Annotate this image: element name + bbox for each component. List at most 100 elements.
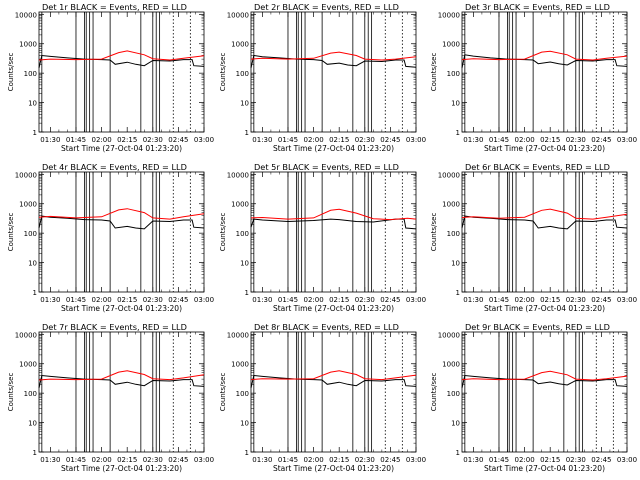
x-tick-label: 03:00 xyxy=(406,296,426,304)
x-tick-label: 01:45 xyxy=(66,136,86,144)
events-series-line xyxy=(250,374,417,389)
y-tick-label: 1000 xyxy=(231,41,249,49)
x-tick-label: 02:45 xyxy=(591,296,611,304)
x-tick-label: 02:15 xyxy=(540,456,560,464)
y-tick-label: 10000 xyxy=(227,11,249,19)
x-tick-label: 03:00 xyxy=(617,296,637,304)
y-axis-label: Counts/sec xyxy=(219,373,227,412)
x-tick-label: 02:00 xyxy=(91,296,111,304)
lld-series-line xyxy=(38,50,205,61)
x-tick-label: 03:00 xyxy=(406,136,426,144)
x-tick-label: 01:45 xyxy=(66,456,86,464)
y-tick-label: 10 xyxy=(240,420,249,428)
lld-series-line xyxy=(461,50,628,61)
y-tick-label: 10000 xyxy=(15,11,37,19)
y-tick-label: 10 xyxy=(28,420,37,428)
plot-frame xyxy=(250,11,417,133)
x-tick-label: 02:15 xyxy=(117,296,137,304)
x-tick-label: 02:00 xyxy=(514,136,534,144)
x-tick-label: 02:45 xyxy=(380,296,400,304)
y-tick-label: 1 xyxy=(33,129,37,137)
lld-series-line xyxy=(38,370,205,381)
y-tick-label: 10 xyxy=(451,100,460,108)
plot-frame xyxy=(38,11,205,133)
y-tick-label: 100 xyxy=(24,230,37,238)
x-tick-label: 02:30 xyxy=(566,136,586,144)
events-series-line xyxy=(38,215,205,230)
y-tick-label: 10000 xyxy=(15,331,37,339)
x-axis-label: Start Time (27-Oct-04 01:23:20) xyxy=(484,304,605,313)
x-tick-label: 02:15 xyxy=(540,136,560,144)
events-series-line xyxy=(461,54,628,69)
y-axis-label: Counts/sec xyxy=(430,373,438,412)
panel-title: Det 5r BLACK = Events, RED = LLD xyxy=(254,162,399,172)
y-tick-label: 1 xyxy=(245,449,249,457)
y-tick-label: 1 xyxy=(245,129,249,137)
y-tick-label: 10000 xyxy=(438,331,460,339)
y-tick-label: 1000 xyxy=(442,41,460,49)
y-tick-label: 10000 xyxy=(15,171,37,179)
x-tick-label: 02:45 xyxy=(380,456,400,464)
x-tick-label: 02:00 xyxy=(303,296,323,304)
plot-frame xyxy=(461,171,628,293)
y-tick-label: 100 xyxy=(447,230,460,238)
plot-frame xyxy=(461,331,628,453)
plot-frame xyxy=(461,11,628,133)
y-tick-label: 1000 xyxy=(442,361,460,369)
panel-title: Det 7r BLACK = Events, RED = LLD xyxy=(42,322,187,332)
x-tick-label: 02:15 xyxy=(329,456,349,464)
y-tick-label: 1 xyxy=(456,289,460,297)
x-axis-label: Start Time (27-Oct-04 01:23:20) xyxy=(273,144,394,153)
x-tick-label: 02:15 xyxy=(117,456,137,464)
y-tick-label: 1 xyxy=(33,449,37,457)
x-tick-label: 02:15 xyxy=(329,136,349,144)
x-tick-label: 01:30 xyxy=(252,456,272,464)
panel-3: Det 3r BLACK = Events, RED = LLD 1 10 100 10… xyxy=(430,2,637,153)
x-tick-label: 02:30 xyxy=(143,296,163,304)
x-tick-label: 02:45 xyxy=(591,136,611,144)
x-axis-label: Start Time (27-Oct-04 01:23:20) xyxy=(61,304,182,313)
x-tick-label: 02:30 xyxy=(566,456,586,464)
plot-frame xyxy=(250,331,417,453)
lld-series-line xyxy=(250,208,417,221)
y-tick-label: 10000 xyxy=(227,331,249,339)
panel-title: Det 1r BLACK = Events, RED = LLD xyxy=(42,2,187,12)
x-tick-label: 01:30 xyxy=(252,296,272,304)
x-tick-label: 03:00 xyxy=(406,456,426,464)
x-tick-label: 01:30 xyxy=(40,136,60,144)
y-axis-label: Counts/sec xyxy=(7,213,15,252)
y-tick-label: 100 xyxy=(447,390,460,398)
x-tick-label: 01:45 xyxy=(489,456,509,464)
y-tick-label: 100 xyxy=(24,70,37,78)
y-tick-label: 100 xyxy=(24,390,37,398)
x-tick-label: 02:45 xyxy=(591,456,611,464)
y-tick-label: 1000 xyxy=(19,361,37,369)
x-tick-label: 02:30 xyxy=(355,136,375,144)
x-tick-label: 03:00 xyxy=(194,296,214,304)
x-tick-label: 02:45 xyxy=(168,296,188,304)
y-axis-label: Counts/sec xyxy=(430,213,438,252)
x-axis-label: Start Time (27-Oct-04 01:23:20) xyxy=(273,464,394,473)
x-tick-label: 02:30 xyxy=(143,456,163,464)
x-tick-label: 02:00 xyxy=(303,136,323,144)
events-series-line xyxy=(250,218,417,230)
panel-4: Det 4r BLACK = Events, RED = LLD 1 10 100 10… xyxy=(7,162,214,313)
x-tick-label: 01:45 xyxy=(66,296,86,304)
y-tick-label: 1 xyxy=(456,129,460,137)
y-tick-label: 10 xyxy=(451,260,460,268)
lld-series-line xyxy=(461,370,628,381)
y-tick-label: 100 xyxy=(236,70,249,78)
panel-8: Det 8r BLACK = Events, RED = LLD 1 10 100 10… xyxy=(219,322,426,473)
events-series-line xyxy=(250,54,417,69)
y-tick-label: 10000 xyxy=(227,171,249,179)
y-tick-label: 1 xyxy=(33,289,37,297)
x-tick-label: 02:15 xyxy=(117,136,137,144)
x-tick-label: 01:45 xyxy=(278,136,298,144)
y-axis-label: Counts/sec xyxy=(7,53,15,92)
y-axis-label: Counts/sec xyxy=(219,53,227,92)
panel-title: Det 6r BLACK = Events, RED = LLD xyxy=(465,162,610,172)
lld-series-line xyxy=(250,51,417,61)
x-tick-label: 02:15 xyxy=(329,296,349,304)
y-tick-label: 1000 xyxy=(442,201,460,209)
